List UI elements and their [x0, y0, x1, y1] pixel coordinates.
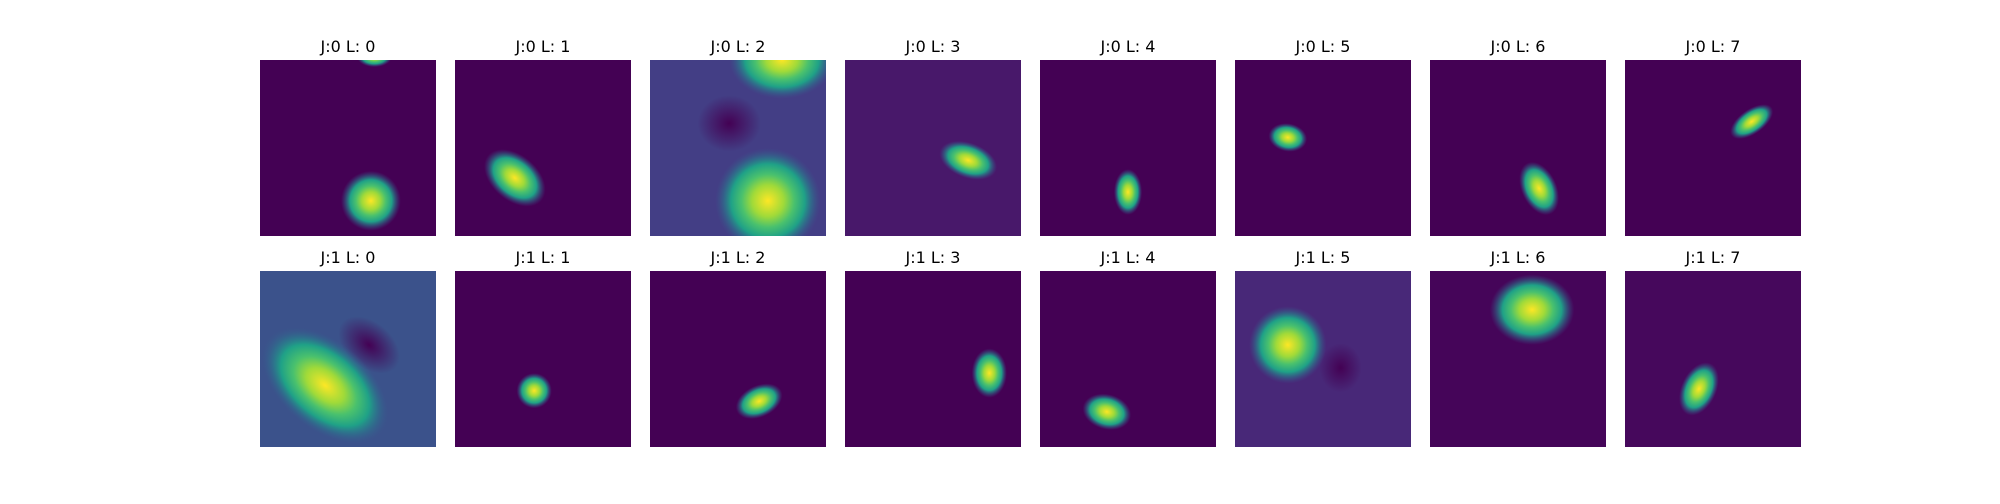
- activation-blob: [1268, 123, 1308, 152]
- filter-image: [1040, 60, 1216, 236]
- filter-image: [455, 60, 631, 236]
- filter-image: [650, 60, 826, 236]
- activation-blob: [1730, 104, 1774, 139]
- activation-blob: [1249, 306, 1327, 384]
- image-background: [455, 271, 631, 447]
- panel-title: J:1 L: 1: [515, 248, 571, 267]
- panel-title: J:0 L: 4: [1100, 37, 1156, 56]
- filter-image: [1040, 271, 1216, 447]
- activation-blob: [939, 140, 997, 180]
- filter-image: [260, 60, 436, 236]
- image-background: [1625, 271, 1801, 447]
- filter-image: [1235, 60, 1411, 236]
- filter-image: [1235, 271, 1411, 447]
- filter-image: [260, 271, 436, 447]
- panel-title: J:1 L: 4: [1100, 248, 1156, 267]
- filter-image: [1430, 271, 1606, 447]
- panel-title: J:1 L: 7: [1685, 248, 1741, 267]
- filter-image: [1430, 60, 1606, 236]
- panel-title: J:0 L: 2: [710, 37, 766, 56]
- activation-blob: [1679, 362, 1719, 416]
- activation-blob: [729, 60, 826, 99]
- filter-image: [1625, 271, 1801, 447]
- image-background: [1430, 60, 1606, 236]
- panel-title: J:0 L: 7: [1685, 37, 1741, 56]
- panel-title: J:0 L: 0: [320, 37, 376, 56]
- activation-blob: [735, 383, 783, 419]
- activation-blob: [357, 60, 391, 68]
- filter-image: [455, 271, 631, 447]
- panel-title: J:0 L: 1: [515, 37, 571, 56]
- activation-blob: [340, 170, 401, 231]
- image-background: [1235, 60, 1411, 236]
- dark-spot: [1319, 343, 1362, 393]
- activation-blob: [484, 149, 546, 207]
- activation-blob: [715, 148, 821, 236]
- filter-image: [845, 60, 1021, 236]
- panel-title: J:1 L: 5: [1295, 248, 1351, 267]
- panel-title: J:1 L: 0: [320, 248, 376, 267]
- filter-image: [845, 271, 1021, 447]
- activation-blob: [516, 373, 552, 409]
- activation-blob: [1082, 393, 1132, 430]
- activation-blob: [1489, 274, 1575, 345]
- panel-title: J:1 L: 3: [905, 248, 961, 267]
- filter-image: [1625, 60, 1801, 236]
- panel-title: J:1 L: 6: [1490, 248, 1546, 267]
- panel-title: J:0 L: 3: [905, 37, 961, 56]
- panel-title: J:0 L: 5: [1295, 37, 1351, 56]
- image-background: [650, 271, 826, 447]
- panel-title: J:1 L: 2: [710, 248, 766, 267]
- filter-image: [650, 271, 826, 447]
- activation-blob: [261, 327, 389, 444]
- activation-blob: [971, 348, 1007, 398]
- image-background: [1625, 60, 1801, 236]
- panel-title: J:0 L: 6: [1490, 37, 1546, 56]
- dark-spot: [697, 95, 761, 152]
- image-background: [455, 60, 631, 236]
- activation-blob: [1113, 169, 1143, 215]
- image-background: [845, 60, 1021, 236]
- activation-blob: [1519, 161, 1560, 216]
